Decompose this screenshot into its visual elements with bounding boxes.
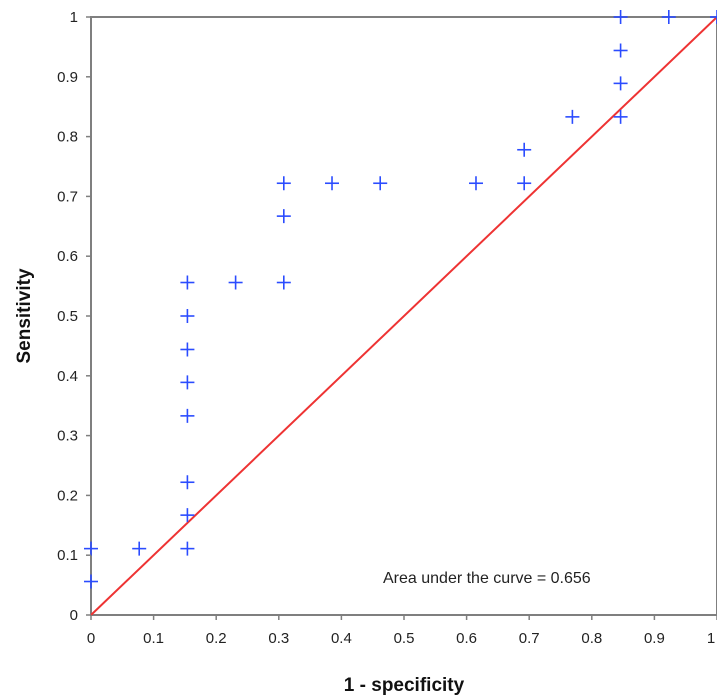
- data-point-15: [325, 176, 340, 191]
- data-point-12: [276, 275, 291, 290]
- data-point-26: [710, 10, 717, 24]
- reference-line: [90, 16, 717, 616]
- data-point-21: [613, 109, 628, 124]
- data-point-23: [613, 43, 628, 58]
- data-point-1: [84, 541, 98, 556]
- y-tick-label-10: 1: [70, 9, 78, 26]
- data-point-19: [517, 142, 532, 157]
- x-tick-label-9: 0.9: [644, 630, 665, 647]
- x-tick-label-8: 0.8: [581, 630, 602, 647]
- x-tick-label-5: 0.5: [394, 630, 415, 647]
- x-tick-label-10: 1: [707, 630, 715, 647]
- data-point-25: [661, 10, 676, 24]
- y-tick-label-8: 0.8: [57, 129, 78, 146]
- data-point-2: [132, 541, 147, 556]
- x-tick-label-0: 0: [87, 630, 95, 647]
- x-tick-label-7: 0.7: [519, 630, 540, 647]
- x-tick-label-3: 0.3: [268, 630, 289, 647]
- x-tick-label-1: 0.1: [143, 630, 164, 647]
- data-point-20: [565, 109, 580, 124]
- x-tick-label-2: 0.2: [206, 630, 227, 647]
- data-point-14: [276, 176, 291, 191]
- data-point-7: [180, 375, 195, 390]
- data-point-4: [180, 508, 195, 523]
- y-tick-label-3: 0.3: [57, 428, 78, 445]
- data-point-3: [180, 541, 195, 556]
- data-point-5: [180, 475, 195, 490]
- data-point-18: [517, 176, 532, 191]
- x-tick-label-6: 0.6: [456, 630, 477, 647]
- y-tick-label-1: 0.1: [57, 547, 78, 564]
- data-point-16: [373, 176, 388, 191]
- y-tick-label-9: 0.9: [57, 69, 78, 86]
- data-point-22: [613, 76, 628, 91]
- y-tick-label-5: 0.5: [57, 308, 78, 325]
- data-point-11: [228, 275, 243, 290]
- data-point-0: [84, 574, 98, 589]
- x-tick-label-4: 0.4: [331, 630, 352, 647]
- data-point-8: [180, 342, 195, 357]
- data-point-9: [180, 309, 195, 323]
- annotation-text: Area under the curve = 0.656: [383, 570, 591, 587]
- y-tick-label-2: 0.2: [57, 487, 78, 504]
- data-point-13: [276, 209, 291, 224]
- x-axis-title: 1 - specificity: [344, 675, 465, 696]
- y-tick-label-6: 0.6: [57, 248, 78, 265]
- data-point-17: [468, 176, 483, 191]
- data-point-6: [180, 408, 195, 423]
- y-tick-label-7: 0.7: [57, 188, 78, 205]
- y-tick-label-0: 0: [70, 607, 78, 624]
- y-tick-label-4: 0.4: [57, 368, 78, 385]
- data-point-24: [613, 10, 628, 24]
- y-axis-title: Sensitivity: [14, 268, 35, 363]
- data-point-10: [180, 275, 195, 290]
